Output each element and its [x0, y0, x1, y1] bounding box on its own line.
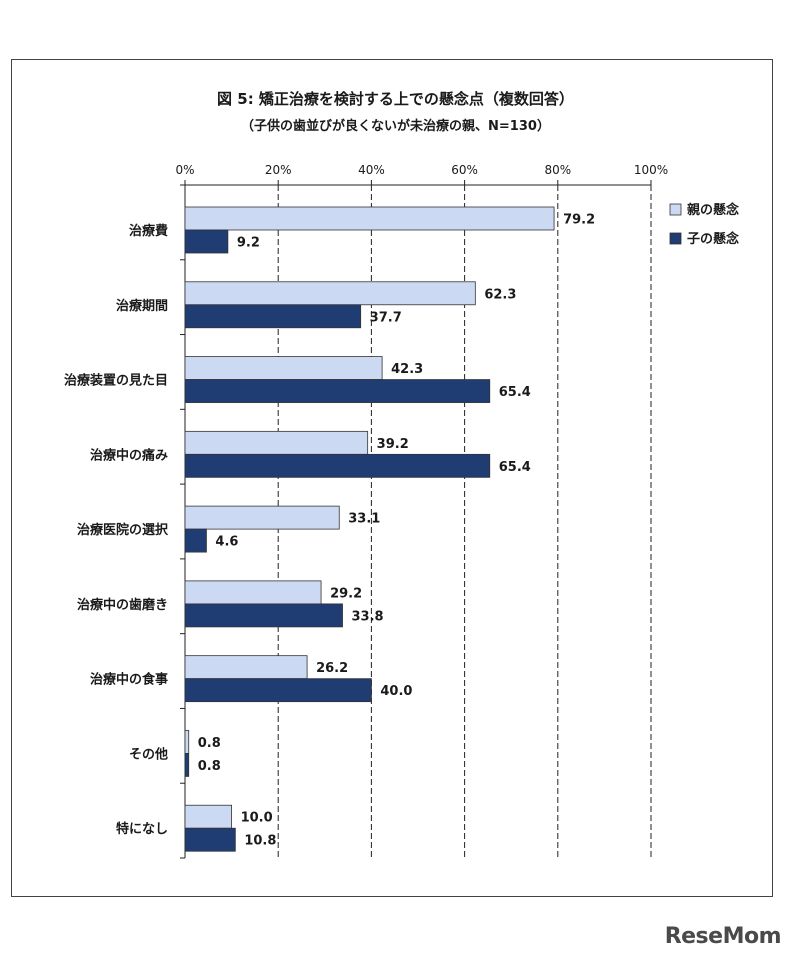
watermark-logo: ReseMom — [664, 924, 782, 949]
data-label: 10.0 — [241, 811, 273, 826]
legend-swatch — [669, 203, 682, 216]
data-label: 39.2 — [377, 437, 409, 452]
chart-title: 図 5: 矯正治療を検討する上での懸念点（複数回答） — [217, 90, 574, 108]
bar-parent — [184, 356, 383, 380]
data-label: 10.8 — [244, 834, 276, 849]
chart-subtitle: （子供の歯並びが良くないが未治療の親、N=130） — [241, 119, 550, 134]
legend-swatch — [669, 232, 682, 245]
category-label: 治療医院の選択 — [77, 522, 169, 538]
data-label: 40.0 — [380, 684, 412, 699]
x-tick-label: 0% — [175, 163, 194, 177]
category-label: 治療装置の見た目 — [64, 373, 168, 389]
data-label: 4.6 — [215, 535, 238, 550]
data-label: 0.8 — [198, 736, 221, 751]
bar-child — [184, 304, 362, 329]
data-label: 65.4 — [499, 385, 531, 400]
bar-child — [184, 603, 343, 628]
data-label: 26.2 — [316, 661, 348, 676]
category-label: 治療費 — [129, 223, 168, 239]
x-tick-label: 100% — [634, 163, 668, 177]
bar-child — [184, 678, 372, 703]
x-tick-label: 60% — [451, 163, 478, 177]
bar-child — [184, 379, 491, 403]
category-label: 治療中の痛み — [90, 447, 168, 463]
chart-frame — [11, 59, 773, 897]
bar-parent — [184, 580, 322, 605]
bar-child — [184, 528, 207, 553]
bar-parent — [184, 206, 555, 231]
x-tick-label: 80% — [544, 163, 571, 177]
bar-child — [184, 229, 229, 254]
bar-parent — [184, 804, 232, 829]
bar-child — [184, 453, 491, 478]
category-label: 治療中の食事 — [90, 672, 168, 688]
category-label: 治療期間 — [116, 298, 168, 314]
bar-parent — [184, 281, 476, 306]
legend-label: 子の懸念 — [687, 231, 739, 247]
data-label: 79.2 — [563, 213, 595, 228]
data-label: 62.3 — [484, 287, 516, 302]
data-label: 0.8 — [198, 759, 221, 774]
bar-child — [184, 753, 190, 777]
category-label: その他 — [129, 746, 168, 762]
legend-label: 親の懸念 — [687, 202, 739, 218]
x-tick-label: 20% — [265, 163, 292, 177]
bar-parent — [184, 655, 308, 680]
bar-parent — [184, 505, 340, 530]
data-label: 65.4 — [499, 460, 531, 475]
bar-child — [184, 827, 236, 852]
data-label: 9.2 — [237, 236, 260, 251]
category-label: 治療中の歯磨き — [77, 597, 168, 613]
data-label: 37.7 — [370, 310, 402, 325]
data-label: 29.2 — [330, 586, 362, 601]
data-label: 33.8 — [352, 609, 384, 624]
bar-parent — [184, 730, 190, 754]
data-label: 33.1 — [348, 512, 380, 527]
bar-parent — [184, 430, 369, 455]
data-label: 42.3 — [391, 362, 423, 377]
x-tick-label: 40% — [358, 163, 385, 177]
category-label: 特になし — [116, 821, 168, 837]
